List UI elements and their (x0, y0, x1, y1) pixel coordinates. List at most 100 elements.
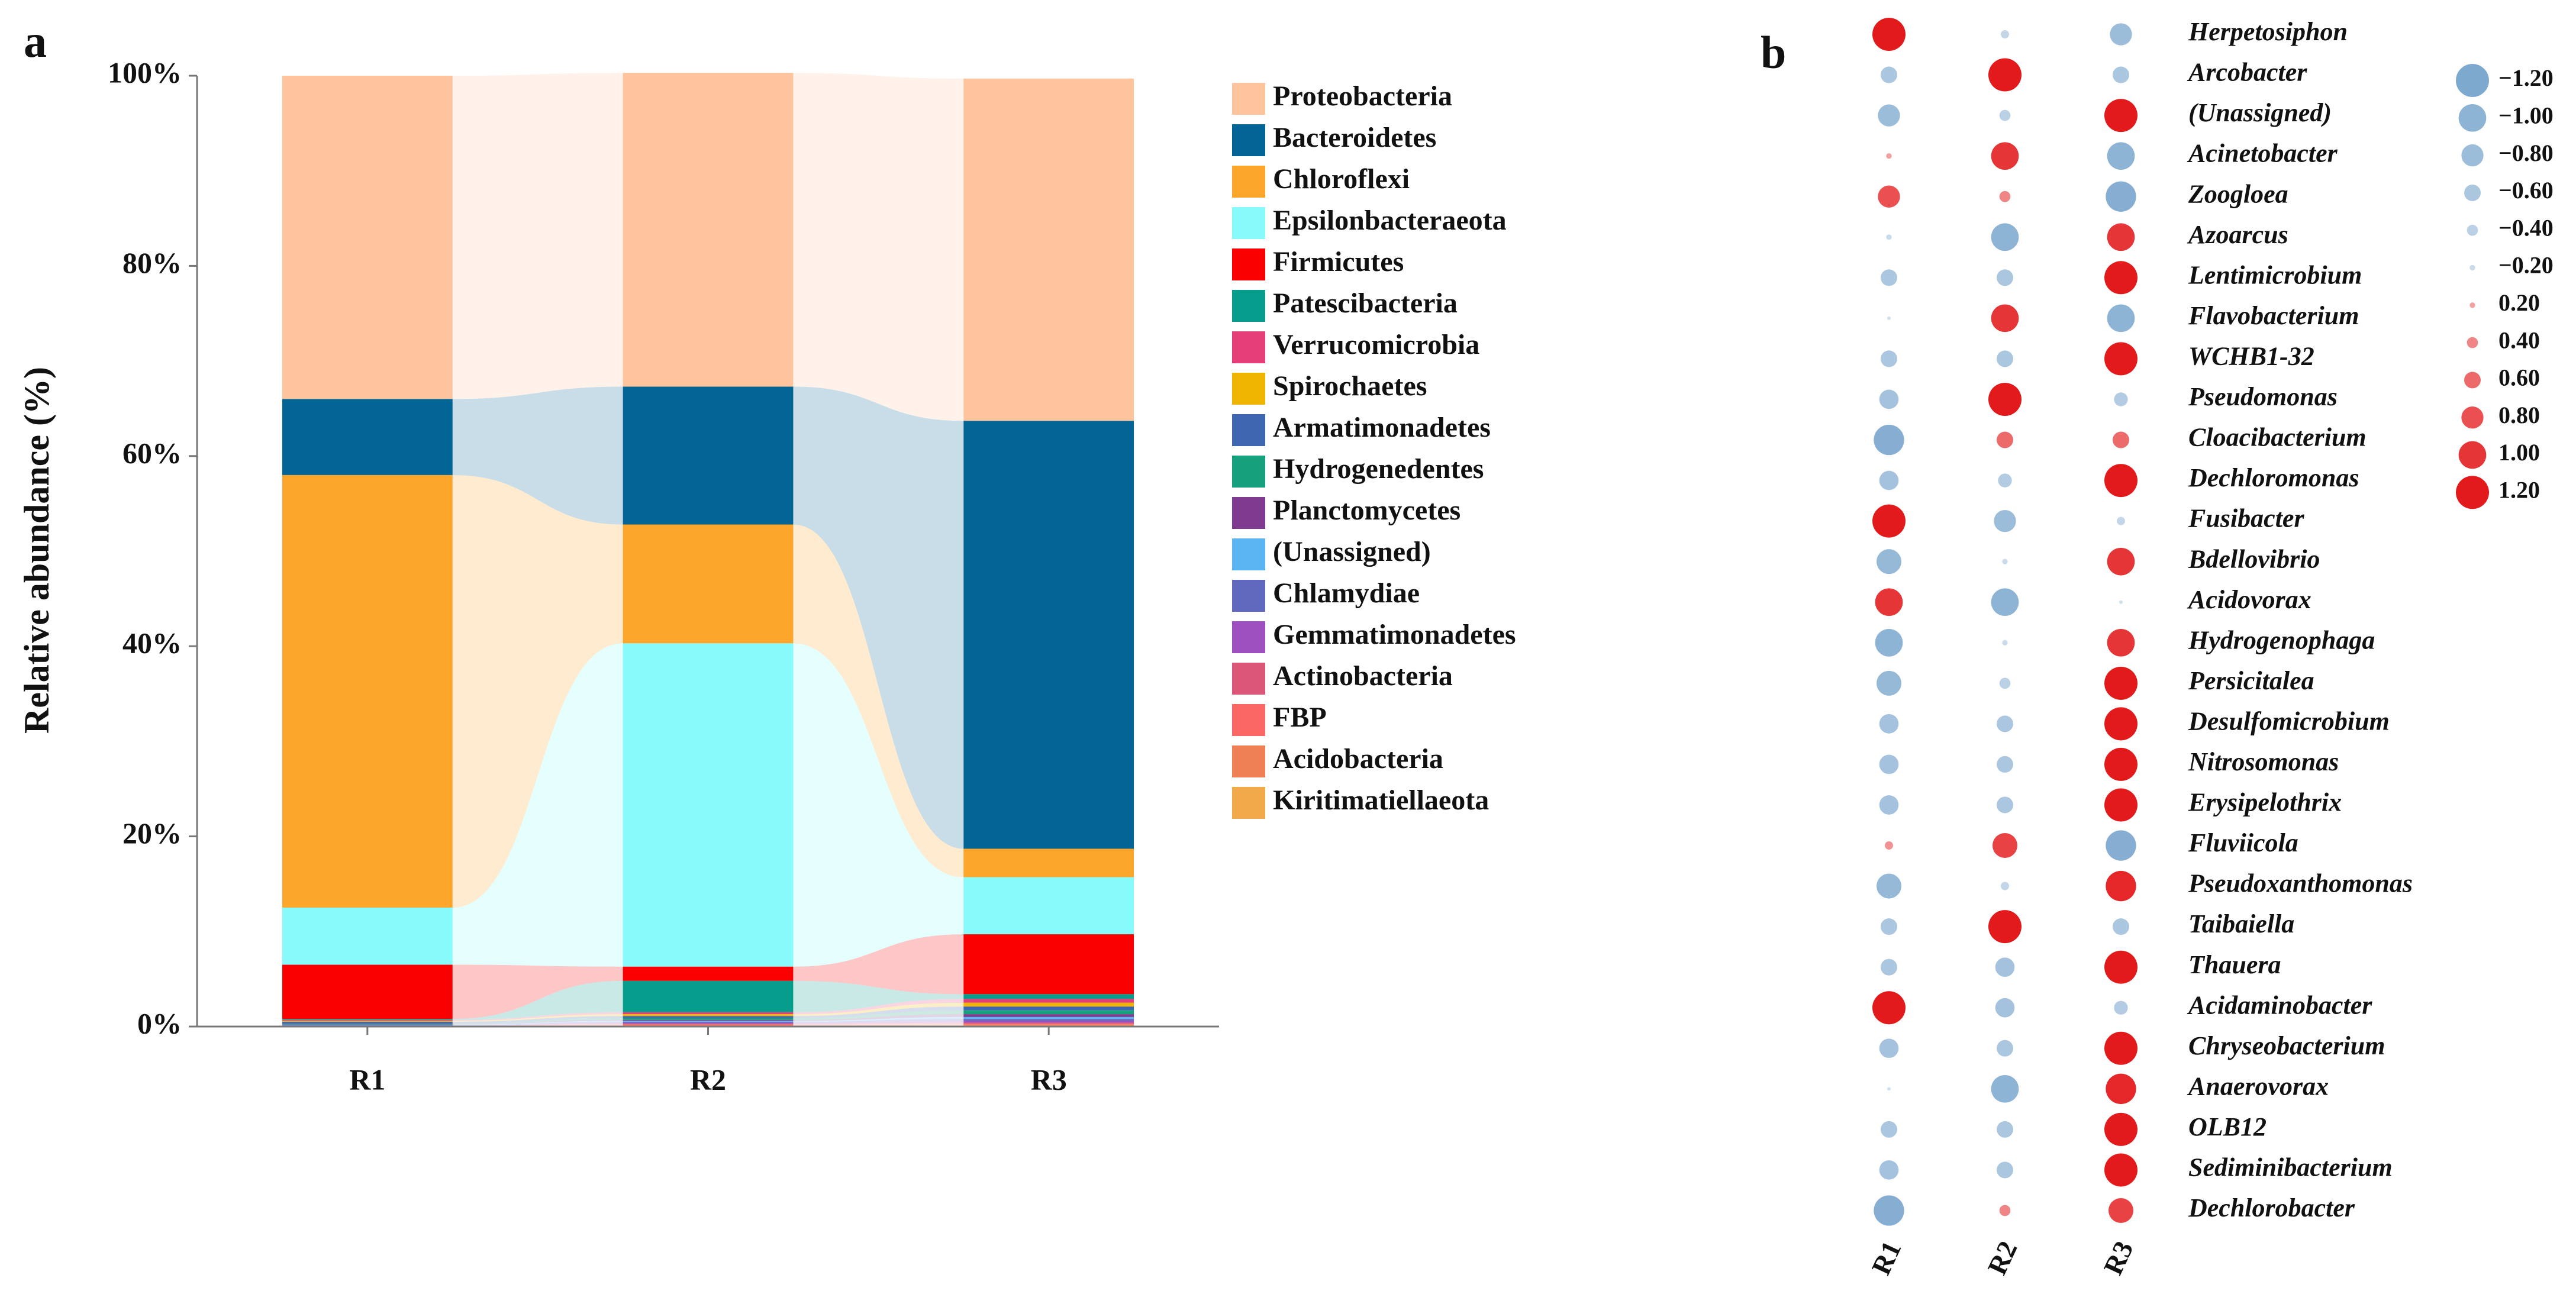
y-tick-label: 0% (137, 1006, 182, 1040)
legend-dot (2469, 264, 2475, 271)
dot (2104, 1031, 2137, 1065)
bar-segment (963, 1022, 1134, 1024)
legend-label: 0.80 (2498, 402, 2540, 428)
dot (1879, 470, 1899, 490)
dot (2114, 392, 2128, 406)
row-label: Lentimicrobium (2188, 260, 2362, 289)
panel-label: b (1761, 27, 1786, 78)
dot (2110, 23, 2132, 46)
dot (1993, 833, 2017, 858)
dot (1872, 991, 1906, 1025)
legend-swatch (1232, 663, 1265, 695)
flow (452, 1018, 623, 1024)
dot (1881, 918, 1897, 935)
row-label: Acidovorax (2187, 585, 2311, 614)
bar-segment (963, 1002, 1134, 1007)
flow (452, 1021, 623, 1026)
legend-dot (2458, 441, 2487, 469)
legend-label: Verrucomicrobia (1273, 329, 1479, 360)
y-tick-label: 40% (122, 627, 182, 660)
flow (452, 1014, 623, 1022)
flow (793, 1022, 964, 1025)
dot (2104, 342, 2137, 376)
flow (452, 964, 623, 1019)
bar-segment (963, 1006, 1134, 1011)
flow (452, 643, 623, 967)
dot (1874, 1195, 1904, 1226)
bar-segment (963, 994, 1134, 999)
dot (1997, 796, 2013, 814)
dot (1877, 670, 1901, 696)
legend-dot (2464, 184, 2481, 201)
dot (1879, 795, 1899, 815)
row-label: Arcobacter (2187, 58, 2307, 87)
dot (2104, 261, 2137, 295)
row-label: Taibaiella (2188, 909, 2294, 938)
legend-label: FBP (1273, 702, 1327, 733)
bar-segment (963, 1014, 1134, 1017)
legend-label: Proteobacteria (1273, 80, 1452, 112)
dot (1991, 142, 2019, 170)
legend-label: 0.20 (2498, 289, 2540, 316)
bar-segment (282, 1019, 453, 1020)
bar-segment (623, 1019, 794, 1021)
dot (1877, 873, 1901, 899)
dot (1999, 677, 2011, 689)
dot (2106, 1073, 2136, 1105)
dot (1874, 424, 1904, 456)
legend-label: 0.60 (2498, 364, 2540, 391)
bar-segment (623, 524, 794, 644)
legend-label: Chloroflexi (1273, 163, 1410, 195)
row-label: Pseudoxanthomonas (2188, 869, 2413, 898)
dot (1878, 104, 1900, 127)
dot (1879, 714, 1899, 734)
y-tick-label: 20% (122, 816, 182, 850)
bar-segment (623, 1014, 794, 1016)
dot (1879, 1160, 1899, 1180)
row-label: Anaerovorax (2187, 1071, 2329, 1100)
row-label: Pseudomonas (2188, 382, 2338, 411)
dot (2104, 1153, 2137, 1187)
legend-swatch (1232, 704, 1265, 736)
flow (452, 1021, 623, 1025)
bar-segment (963, 1019, 1134, 1021)
row-label: Thauera (2188, 950, 2281, 979)
legend-label: Planctomycetes (1273, 495, 1461, 526)
flow (793, 1021, 964, 1024)
dot (2113, 918, 2129, 935)
legend-label: Armatimonadetes (1273, 412, 1491, 443)
bar-segment (282, 1024, 453, 1025)
row-label: Bdellovibrio (2188, 544, 2320, 573)
flow (793, 1014, 964, 1021)
dot (2001, 882, 2009, 890)
bar-segment (623, 1021, 794, 1023)
flow (793, 1024, 964, 1026)
row-label: Herpetosiphon (2188, 17, 2348, 46)
dot (1879, 389, 1899, 409)
column-label: R2 (1982, 1237, 2023, 1280)
legend-swatch (1232, 787, 1265, 819)
legend-dot (2458, 104, 2487, 132)
column-label: R1 (1866, 1237, 1907, 1280)
panel-label: a (24, 15, 47, 67)
dot (1881, 958, 1897, 976)
dot (2107, 628, 2135, 657)
flow (452, 1012, 623, 1021)
legend-label: 1.00 (2498, 439, 2540, 466)
dot (2002, 559, 2008, 564)
legend-swatch (1232, 538, 1265, 570)
flow (452, 1024, 623, 1027)
bar-segment (963, 1021, 1134, 1023)
legend-label: −0.40 (2498, 214, 2554, 241)
dot (1994, 509, 2016, 532)
flow (452, 980, 623, 1020)
legend-label: Chlamydiae (1273, 577, 1420, 609)
row-label: Acidaminobacter (2187, 990, 2372, 1019)
x-tick-label: R2 (690, 1063, 726, 1096)
flow (452, 73, 623, 399)
bar-segment (963, 848, 1134, 877)
dot (1872, 18, 1906, 51)
legend-label: Actinobacteria (1273, 660, 1453, 692)
row-label: Dechlorobacter (2188, 1193, 2355, 1222)
bar-segment (963, 999, 1134, 1003)
